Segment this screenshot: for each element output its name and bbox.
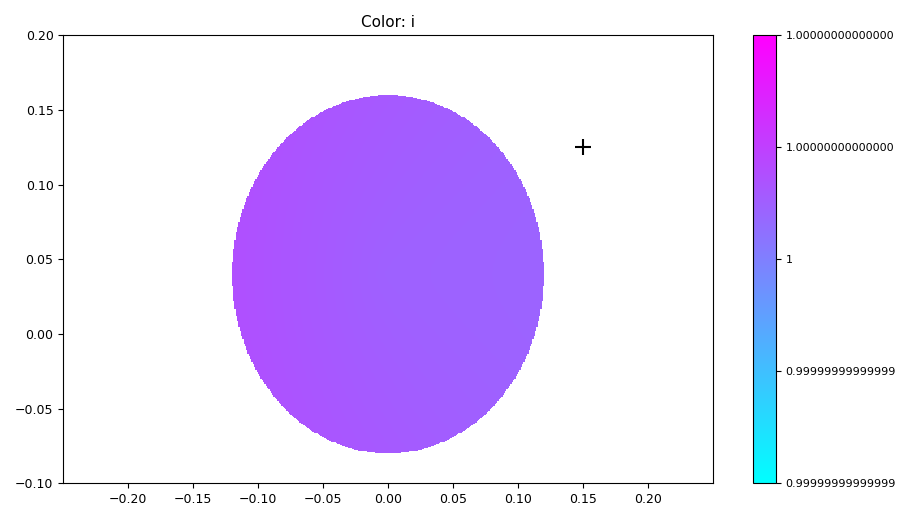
Title: Color: i: Color: i [361,15,415,30]
